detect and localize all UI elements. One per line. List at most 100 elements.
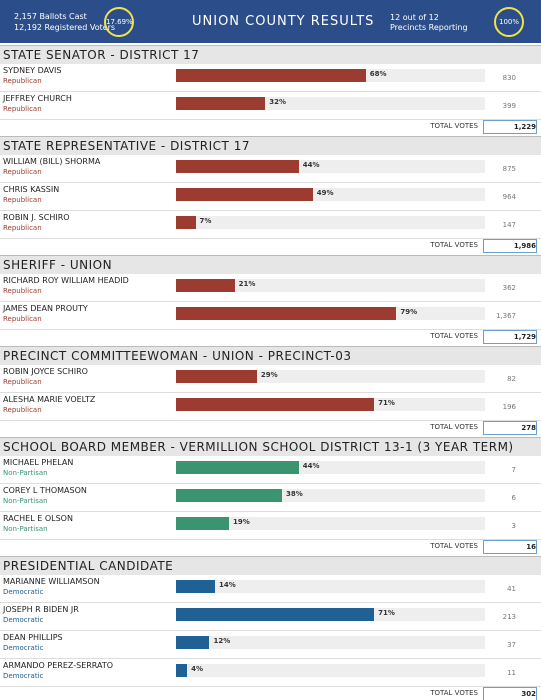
- bar: [176, 489, 283, 502]
- precincts: 12 out of 12: [390, 13, 439, 22]
- votes: 875: [502, 165, 516, 173]
- pct-label: 71%: [378, 399, 395, 407]
- party: Republican: [3, 406, 42, 414]
- bar: [176, 160, 299, 173]
- total: 302: [483, 687, 537, 700]
- pct-label: 38%: [286, 490, 303, 498]
- votes: 147: [502, 221, 516, 229]
- votes: 196: [502, 403, 516, 411]
- total: 1,986: [483, 239, 537, 253]
- votes: 362: [502, 284, 516, 292]
- party: Democratic: [3, 616, 44, 624]
- bar-track: [176, 580, 485, 593]
- total-label: TOTAL VOTES: [430, 423, 478, 431]
- votes: 41: [507, 585, 516, 593]
- votes: 213: [502, 613, 516, 621]
- header-title: UNION COUNTY RESULTS: [192, 14, 375, 29]
- candidate-name: SYDNEY DAVIS: [3, 66, 62, 75]
- pct-label: 49%: [316, 189, 334, 197]
- votes: 830: [502, 74, 516, 82]
- votes: 37: [507, 641, 516, 649]
- row-divider: [0, 182, 541, 183]
- candidate-name: ARMANDO PEREZ-SERRATO: [3, 661, 114, 670]
- bar-track: [176, 517, 485, 530]
- bar: [176, 69, 366, 82]
- pct-label: 71%: [378, 609, 395, 617]
- votes: 964: [502, 193, 516, 201]
- total: 1,229: [483, 120, 537, 134]
- total-label: TOTAL VOTES: [430, 542, 478, 550]
- bar-track: [176, 279, 485, 292]
- party: Republican: [3, 105, 42, 113]
- bar-track: [176, 216, 485, 229]
- candidate-name: MARIANNE WILLIAMSON: [3, 577, 100, 586]
- row-divider: [0, 238, 541, 239]
- race-title: STATE SENATOR - DISTRICT 17: [0, 45, 541, 64]
- bar: [176, 398, 375, 411]
- row-divider: [0, 420, 541, 421]
- bar: [176, 216, 196, 229]
- pct-label: 14%: [219, 581, 236, 589]
- race-title: PRESIDENTIAL CANDIDATE: [0, 556, 541, 575]
- pct-label: 21%: [238, 280, 256, 288]
- votes: 11: [507, 669, 516, 677]
- registered: 12,192 Registered Voters: [14, 23, 116, 32]
- row-divider: [0, 630, 541, 631]
- party: Republican: [3, 77, 42, 85]
- candidate-name: CHRIS KASSIN: [3, 185, 60, 194]
- row-divider: [0, 301, 541, 302]
- pct-label: 79%: [400, 308, 418, 316]
- row-divider: [0, 119, 541, 120]
- row-divider: [0, 658, 541, 659]
- row-divider: [0, 483, 541, 484]
- party: Democratic: [3, 644, 44, 652]
- votes: 6: [511, 494, 516, 502]
- candidate-name: JAMES DEAN PROUTY: [3, 304, 88, 313]
- pct-label: 44%: [302, 462, 320, 470]
- votes: 399: [502, 102, 516, 110]
- party: Democratic: [3, 588, 44, 596]
- candidate-name: ALESHA MARIE VOELTZ: [3, 395, 96, 404]
- total-label: TOTAL VOTES: [430, 332, 478, 340]
- race-title: STATE REPRESENTATIVE - DISTRICT 17: [0, 136, 541, 155]
- votes: 82: [507, 375, 516, 383]
- votes: 7: [511, 466, 516, 474]
- total: 16: [483, 540, 537, 554]
- candidate-name: ROBIN J. SCHIRO: [3, 213, 70, 222]
- pct-label: 7%: [199, 217, 212, 225]
- party: Republican: [3, 378, 42, 386]
- total-label: TOTAL VOTES: [430, 689, 478, 697]
- race-title: PRECINCT COMMITTEEWOMAN - UNION - PRECIN…: [0, 346, 541, 365]
- precincts-label: Precincts Reporting: [390, 23, 468, 32]
- pct-label: 29%: [260, 371, 278, 379]
- party: Non-Partisan: [3, 497, 48, 505]
- bar: [176, 580, 216, 593]
- party: Republican: [3, 196, 42, 204]
- race-title: SHERIFF - UNION: [0, 255, 541, 274]
- votes: 3: [511, 522, 516, 530]
- bar: [176, 664, 188, 677]
- row-divider: [0, 210, 541, 211]
- party: Democratic: [3, 672, 44, 680]
- bar-track: [176, 664, 485, 677]
- candidate-name: JOSEPH R BIDEN JR: [3, 605, 79, 614]
- reporting: 100%: [494, 7, 524, 37]
- party: Republican: [3, 315, 42, 323]
- bar: [176, 279, 235, 292]
- bar: [176, 370, 257, 383]
- pct-label: 19%: [233, 518, 250, 526]
- bar: [176, 636, 210, 649]
- candidate-name: DEAN PHILLIPS: [3, 633, 63, 642]
- pct-label: 44%: [302, 161, 320, 169]
- candidate-name: RACHEL E OLSON: [3, 514, 73, 523]
- bar: [176, 608, 375, 621]
- pct-label: 12%: [213, 637, 231, 645]
- row-divider: [0, 91, 541, 92]
- total: 1,729: [483, 330, 537, 344]
- bar: [176, 461, 299, 474]
- candidate-name: RICHARD ROY WILLIAM HEADID: [3, 276, 129, 285]
- candidate-name: ROBIN JOYCE SCHIRO: [3, 367, 88, 376]
- turnout: 17.69%: [104, 7, 134, 37]
- row-divider: [0, 511, 541, 512]
